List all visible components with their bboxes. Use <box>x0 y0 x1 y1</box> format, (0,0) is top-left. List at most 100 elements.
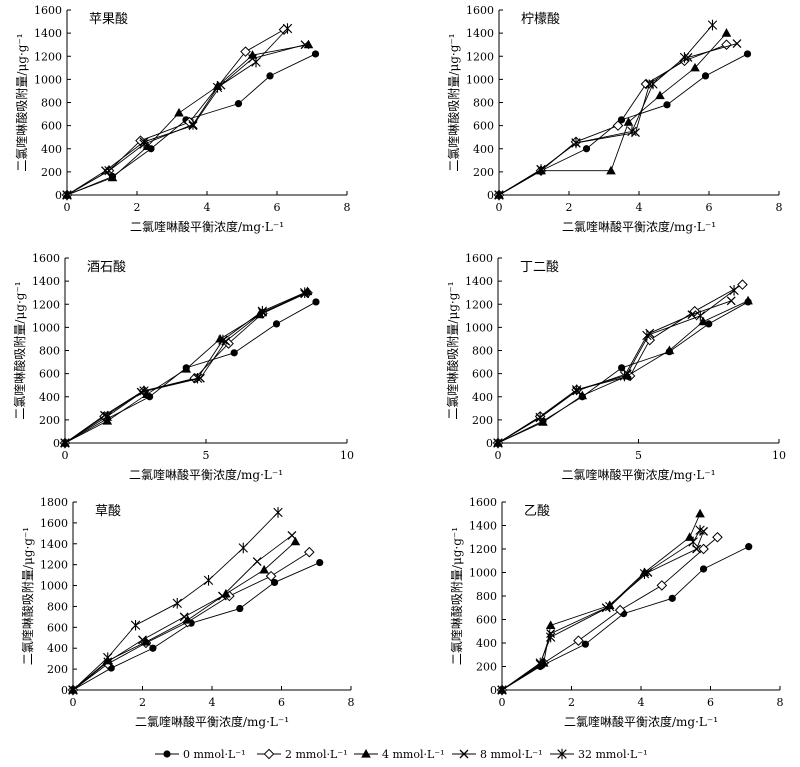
data-point <box>303 546 315 558</box>
x-tick-label: 0 <box>62 449 69 462</box>
series-asterisk <box>62 23 293 201</box>
data-point <box>656 580 668 591</box>
data-point <box>639 568 650 579</box>
series-filled-circle <box>498 543 753 694</box>
data-point <box>234 100 243 108</box>
y-tick-label: 1000 <box>469 567 497 580</box>
y-tick-label: 1000 <box>40 580 68 593</box>
y-axis-label: 二氯喹啉酸吸附量/μg·g⁻¹ <box>445 281 460 419</box>
data-point <box>577 390 588 400</box>
x-axis-label: 二氯喹啉酸平衡浓度/mg·L⁻¹ <box>562 219 716 234</box>
data-point <box>640 78 652 90</box>
x-tick-label: 2 <box>134 201 141 214</box>
data-point <box>230 349 238 357</box>
data-point <box>571 137 581 149</box>
x-tick-label: 0 <box>64 201 71 214</box>
legend-marker-open-diamond <box>257 748 281 760</box>
x-tick-label: 6 <box>274 201 281 214</box>
y-tick-label: 200 <box>473 166 494 179</box>
data-point <box>300 40 310 50</box>
legend-label-3: 8 mmol·L⁻¹ <box>480 748 543 761</box>
data-point <box>688 536 698 548</box>
data-point <box>181 364 192 373</box>
y-tick-label: 1000 <box>465 321 493 334</box>
x-tick-label: 8 <box>776 201 783 214</box>
y-tick-label: 1400 <box>465 275 493 288</box>
data-point <box>538 417 548 426</box>
data-point <box>545 631 556 643</box>
x-tick-label: 2 <box>568 696 575 709</box>
y-tick-label: 800 <box>476 590 497 603</box>
y-tick-label: 0 <box>486 437 493 450</box>
y-tick-label: 1200 <box>469 543 497 556</box>
chart-title: 丁二酸 <box>520 260 559 275</box>
data-point <box>172 598 182 609</box>
series-filled-triangle <box>68 536 301 694</box>
y-tick-label: 1200 <box>40 559 68 572</box>
data-point <box>614 604 626 616</box>
data-point <box>701 72 710 80</box>
y-tick-label: 0 <box>487 189 494 202</box>
legend-label-2: 4 mmol·L⁻¹ <box>382 748 445 761</box>
series-filled-circle <box>69 558 324 694</box>
series-asterisk <box>60 287 310 449</box>
x-axis-label: 二氯喹啉酸平衡浓度/mg·L⁻¹ <box>130 219 284 234</box>
x-tick-label: 4 <box>204 201 211 214</box>
y-tick-label: 0 <box>55 189 62 202</box>
legend-item-1: 2 mmol·L⁻¹ <box>257 748 348 761</box>
chart-title: 乙酸 <box>524 504 550 519</box>
chart-panel-2: 0 200 400 600 800 1000 1200 1400 1600 0 5 10 酒石酸二氯喹啉… <box>12 252 354 482</box>
chart-title: 柠檬酸 <box>521 12 560 27</box>
y-axis-label: 二氯喹啉酸吸附量/μg·g⁻¹ <box>449 527 464 665</box>
legend-marker-filled-triangle <box>354 749 378 758</box>
data-point <box>627 126 637 137</box>
data-point <box>606 165 616 175</box>
y-axis-label: 二氯喹啉酸吸附量/μg·g⁻¹ <box>12 281 27 419</box>
series-line <box>498 24 713 196</box>
y-tick-label: 0 <box>61 684 68 697</box>
data-point <box>265 570 277 582</box>
y-tick-label: 600 <box>47 621 68 634</box>
x-tick-label: 5 <box>203 449 210 462</box>
y-tick-label: 0 <box>53 437 60 450</box>
y-tick-label: 800 <box>41 97 62 110</box>
data-point <box>623 117 634 126</box>
data-point <box>684 532 695 541</box>
y-tick-label: 1200 <box>466 50 494 63</box>
data-point <box>290 536 301 546</box>
series-open-diamond <box>67 546 315 696</box>
data-point <box>203 575 214 586</box>
data-point <box>612 120 624 131</box>
y-axis-label: 二氯喹啉酸吸附量/μg·g⁻¹ <box>446 33 461 171</box>
data-point <box>695 310 706 322</box>
x-tick-label: 4 <box>638 696 645 709</box>
x-tick-label: 0 <box>496 201 503 214</box>
data-point <box>103 652 113 663</box>
y-tick-label: 1600 <box>40 517 68 530</box>
y-axis-label: 二氯喹啉酸吸附量/μg·g⁻¹ <box>14 33 29 171</box>
y-tick-label: 1400 <box>40 538 68 551</box>
y-tick-label: 400 <box>472 391 493 404</box>
data-point <box>257 305 268 317</box>
data-point <box>312 298 320 306</box>
y-tick-label: 600 <box>476 614 497 627</box>
series-cross <box>68 530 297 695</box>
data-point <box>493 437 503 449</box>
legend-item-4: 32 mmol·L⁻¹ <box>550 748 648 761</box>
data-point <box>535 412 545 423</box>
data-point <box>648 78 658 90</box>
x-tick-label: 0 <box>499 696 506 709</box>
series-asterisk <box>68 507 283 696</box>
data-point <box>141 636 151 646</box>
y-tick-label: 600 <box>472 368 493 381</box>
y-tick-label: 1400 <box>32 275 60 288</box>
x-axis-label: 二氯喹啉酸平衡浓度/mg·L⁻¹ <box>129 467 283 482</box>
series-filled-triangle <box>494 28 732 199</box>
data-point <box>743 50 752 58</box>
data-point <box>101 166 110 176</box>
legend-marker-cross <box>452 749 476 759</box>
data-point <box>270 578 279 587</box>
data-point <box>663 101 671 109</box>
data-point <box>721 39 732 50</box>
chart-panel-0: 0 200 400 600 800 1000 1200 1400 1600 0 2 4 6 8 苹果酸二氯喹… <box>14 4 351 234</box>
